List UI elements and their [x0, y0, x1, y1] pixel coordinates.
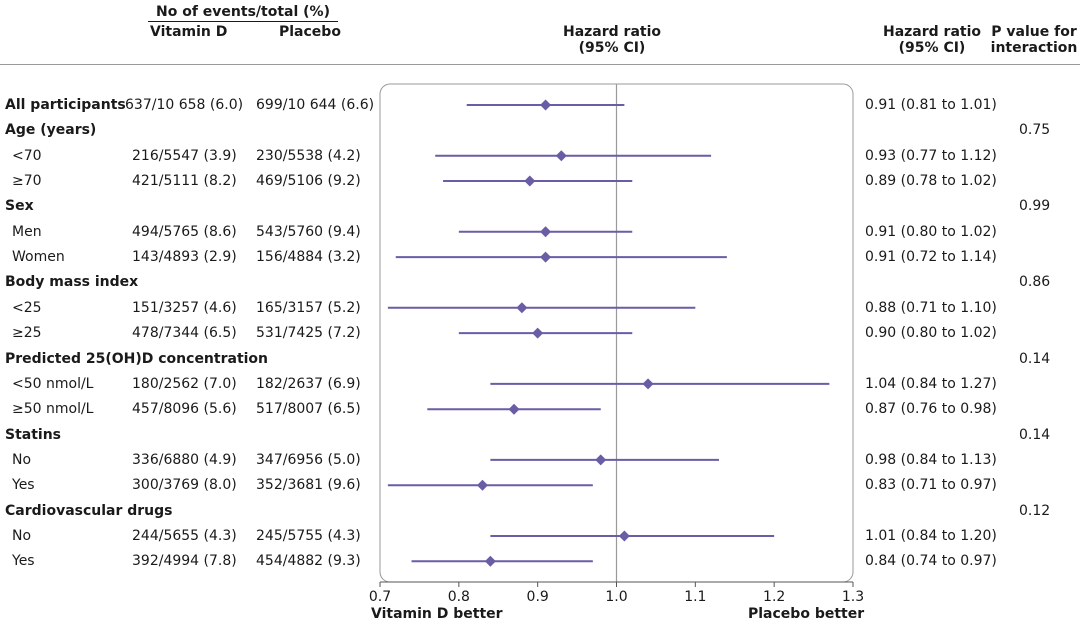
hr-point [484, 555, 496, 567]
hr-point [476, 479, 488, 491]
right-direction-label: Placebo better [748, 606, 865, 622]
pvalue-cell: 0.99 [1019, 198, 1051, 215]
group-title-underline [148, 21, 338, 22]
plot-layer: 0.7 0.8 0.9 1.0 1.1 1.2 1.3 [369, 84, 864, 605]
placebo-cell: 699/10 644 (6.6) [256, 97, 375, 113]
group-label: All participants [5, 97, 126, 113]
group-label: Body mass index [5, 274, 139, 291]
hr-cell: 0.88 (0.71 to 1.10) [865, 299, 997, 316]
group-label: Cardiovascular drugs [5, 502, 173, 519]
hr-cell: 0.91 (0.80 to 1.02) [865, 223, 997, 240]
placebo-cell: 245/5755 (4.3) [256, 527, 361, 544]
vitd-cell: 457/8096 (5.6) [132, 401, 237, 418]
subgroup-label: <25 [12, 299, 42, 316]
vitd-cell: 216/5547 (3.9) [132, 147, 237, 164]
pvalue-cell: 0.14 [1019, 350, 1051, 367]
placebo-cell: 454/4882 (9.3) [256, 553, 361, 570]
placebo-cell: 347/6956 (5.0) [256, 451, 361, 468]
subgroup-label: Men [12, 223, 42, 240]
vitd-cell: 180/2562 (7.0) [132, 375, 237, 392]
hr-point [595, 454, 607, 466]
hr-point [540, 99, 552, 111]
placebo-cell: 517/8007 (6.5) [256, 401, 361, 418]
x-tick-label: 0.9 [527, 589, 549, 605]
placebo-cell: 543/5760 (9.4) [256, 223, 361, 240]
pvalue-cell: 0.75 [1019, 122, 1051, 139]
hr-cell: 0.87 (0.76 to 0.98) [865, 401, 997, 418]
hr-cell: 0.84 (0.74 to 0.97) [865, 553, 997, 570]
hr-cell: 0.90 (0.80 to 1.02) [865, 325, 997, 342]
group-label: Statins [5, 426, 62, 443]
placebo-cell: 230/5538 (4.2) [256, 147, 361, 164]
group-label: Sex [5, 198, 34, 215]
placebo-cell: 469/5106 (9.2) [256, 173, 361, 190]
hr-cell: 0.98 (0.84 to 1.13) [865, 451, 997, 468]
hr-point [532, 327, 544, 339]
hr-point [540, 226, 552, 238]
vitd-col-header: Vitamin D [150, 24, 228, 40]
group-title: No of events/total (%) [156, 4, 330, 20]
vitd-cell: 392/4994 (7.8) [132, 553, 237, 570]
left-direction-label: Vitamin D better [371, 606, 503, 622]
x-tick-label: 1.3 [842, 589, 864, 605]
hr-cell: 1.04 (0.84 to 1.27) [865, 375, 997, 392]
placebo-col-header: Placebo [279, 24, 341, 40]
placebo-cell: 182/2637 (6.9) [256, 375, 361, 392]
hr-point [618, 530, 630, 542]
vitd-cell: 494/5765 (8.6) [132, 223, 237, 240]
subgroup-label: <70 [12, 147, 42, 164]
header-divider [0, 64, 1080, 65]
subgroup-label: <50 nmol/L [12, 375, 94, 392]
pvalue-cell: 0.86 [1019, 274, 1051, 291]
hr-cell: 0.93 (0.77 to 1.12) [865, 147, 997, 164]
vitd-cell: 300/3769 (8.0) [132, 477, 237, 494]
hr-plot-header: Hazard ratio (95% CI) [562, 24, 662, 56]
hr-cell: 1.01 (0.84 to 1.20) [865, 527, 997, 544]
vitd-cell: 151/3257 (4.6) [132, 299, 237, 316]
x-tick-label: 1.2 [763, 589, 785, 605]
hr-point [540, 251, 552, 263]
placebo-cell: 531/7425 (7.2) [256, 325, 361, 342]
hr-cell: 0.89 (0.78 to 1.02) [865, 173, 997, 190]
subgroup-label: No [12, 451, 32, 468]
subgroup-label: ≥50 nmol/L [12, 401, 94, 418]
vitd-cell: 478/7344 (6.5) [132, 325, 237, 342]
pvalue-cell: 0.12 [1019, 502, 1051, 519]
vitd-cell: 143/4893 (2.9) [132, 249, 237, 266]
vitd-cell: 637/10 658 (6.0) [125, 97, 244, 113]
hr-point [508, 403, 520, 415]
placebo-cell: 352/3681 (9.6) [256, 477, 361, 494]
hr-point [642, 378, 654, 390]
group-label: Age (years) [5, 122, 97, 139]
hr-cell: 0.91 (0.81 to 1.01) [865, 97, 997, 113]
group-label: Predicted 25(OH)D concentration [5, 350, 269, 367]
hr-cell: 0.83 (0.71 to 0.97) [865, 477, 997, 494]
hr-point [524, 175, 536, 187]
hr-col-header: Hazard ratio (95% CI) [882, 24, 982, 56]
subgroup-label: ≥70 [12, 173, 42, 190]
hr-point [516, 302, 528, 314]
x-tick-label: 1.0 [605, 589, 627, 605]
vitd-cell: 244/5655 (4.3) [132, 527, 237, 544]
pvalue-cell: 0.14 [1019, 426, 1051, 443]
subgroup-label: Yes [12, 477, 35, 494]
pvalue-col-header: P value for interaction [990, 24, 1078, 56]
placebo-cell: 156/4884 (3.2) [256, 249, 361, 266]
x-tick-label: 0.8 [448, 589, 470, 605]
hr-cell: 0.91 (0.72 to 1.14) [865, 249, 997, 266]
vitd-cell: 336/6880 (4.9) [132, 451, 237, 468]
subgroup-label: Women [12, 249, 65, 266]
vitd-cell: 421/5111 (8.2) [132, 173, 237, 190]
subgroup-label: ≥25 [12, 325, 42, 342]
subgroup-label: No [12, 527, 32, 544]
x-tick-label: 0.7 [369, 589, 391, 605]
subgroup-label: Yes [12, 553, 35, 570]
placebo-cell: 165/3157 (5.2) [256, 299, 361, 316]
hr-point [555, 150, 567, 162]
x-tick-label: 1.1 [684, 589, 706, 605]
